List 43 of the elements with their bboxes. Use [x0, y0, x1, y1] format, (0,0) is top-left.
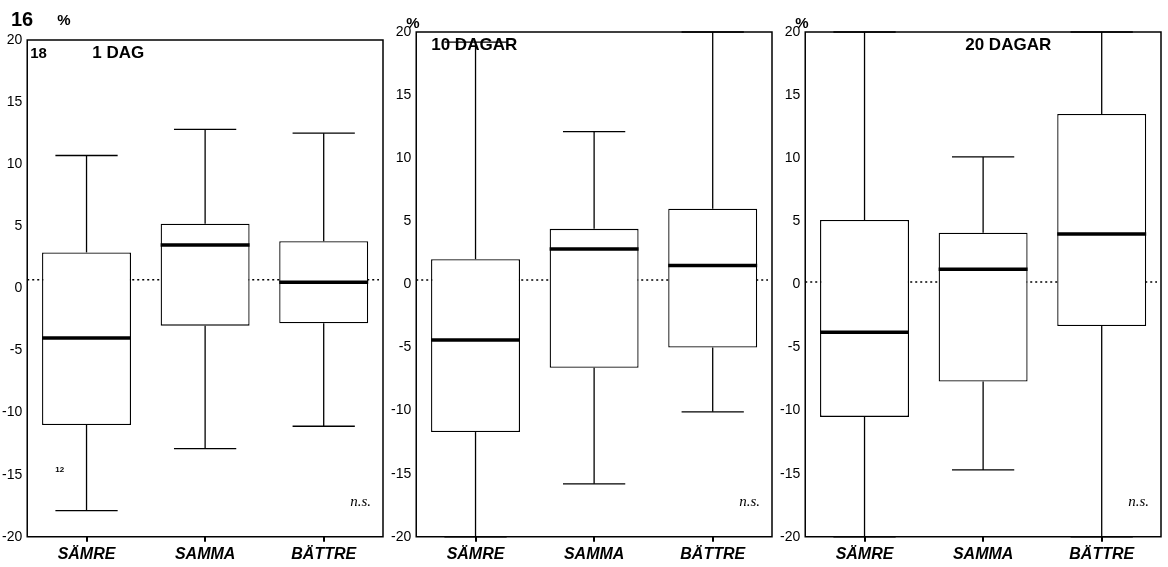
y-tick-label: -10	[2, 403, 23, 420]
y-tick-label: -10	[391, 401, 412, 418]
y-tick-label: -20	[2, 527, 23, 544]
x-tick-label: SAMMA	[563, 544, 625, 562]
y-tick-label: 0	[403, 275, 412, 292]
y-tick-label: -20	[391, 527, 412, 544]
annotation: n.s.	[350, 492, 371, 509]
y-tick-label: 20	[6, 30, 23, 47]
annotation: 12	[55, 465, 65, 475]
y-tick-label: -5	[398, 338, 412, 355]
y-tick-label: 15	[6, 92, 23, 109]
y-tick-label: 10	[784, 149, 801, 166]
annotation: n.s.	[1128, 492, 1149, 509]
annotation: n.s.	[739, 492, 760, 509]
y-tick-label: 5	[14, 217, 23, 234]
annotation: 18	[30, 44, 47, 61]
x-tick-label: SAMMA	[952, 544, 1014, 562]
y-tick-label: 15	[784, 85, 801, 102]
x-tick-label: SÄMRE	[446, 544, 506, 562]
y-axis-title: %	[57, 11, 71, 28]
y-tick-label: -15	[2, 465, 23, 482]
y-tick-label: 0	[14, 279, 23, 296]
y-tick-label: -10	[780, 401, 801, 418]
y-tick-label: -15	[391, 464, 412, 481]
y-tick-label: -5	[787, 338, 801, 355]
x-tick-label: BÄTTRE	[680, 544, 747, 562]
y-tick-label: 5	[792, 212, 801, 229]
y-tick-label: 0	[792, 275, 801, 292]
x-tick-label: SAMMA	[174, 544, 236, 562]
y-tick-label: -15	[780, 464, 801, 481]
y-tick-label: 5	[403, 212, 412, 229]
chart-title: 1 DAG	[92, 43, 145, 62]
y-tick-label: 10	[395, 149, 412, 166]
x-tick-label: SÄMRE	[57, 544, 117, 562]
x-tick-label: SÄMRE	[835, 544, 895, 562]
x-tick-label: BÄTTRE	[1069, 544, 1136, 562]
text: 16	[11, 8, 34, 30]
y-tick-label: -20	[780, 527, 801, 544]
y-tick-label: 15	[395, 85, 412, 102]
chart-title: 20 DAGAR	[965, 35, 1052, 54]
x-tick-label: BÄTTRE	[291, 544, 358, 562]
y-tick-label: -5	[9, 341, 23, 358]
y-tick-label: 10	[6, 155, 23, 172]
